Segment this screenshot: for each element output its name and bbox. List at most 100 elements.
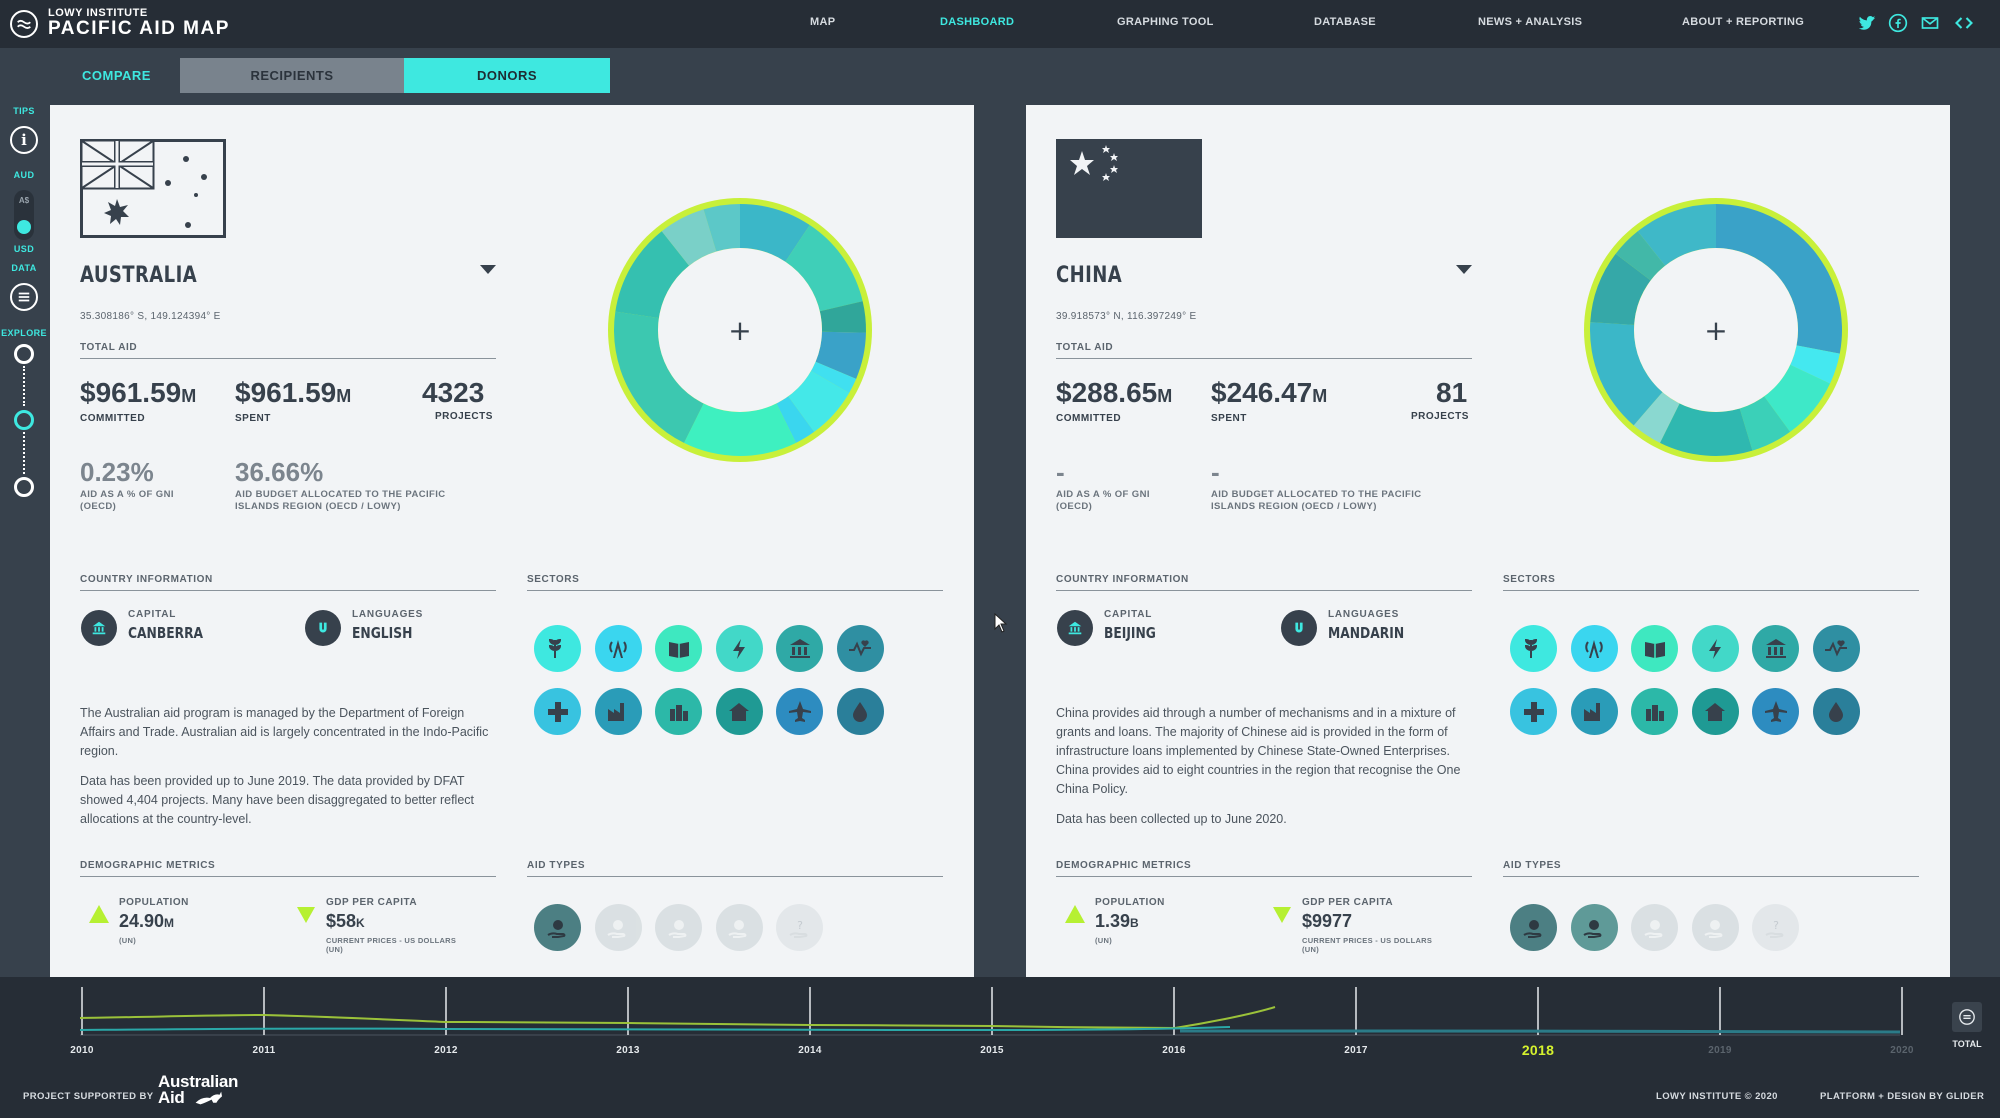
- country-dropdown-chevron-down-icon[interactable]: [480, 265, 496, 274]
- data-menu-icon[interactable]: [10, 283, 38, 311]
- loan-icon[interactable]: [1570, 904, 1618, 951]
- tab-donors[interactable]: DONORS: [404, 58, 610, 93]
- budget-value: -: [1211, 457, 1220, 487]
- year-2019[interactable]: 2019: [1708, 1045, 1732, 1056]
- projects-label: PROJECTS: [435, 411, 493, 422]
- unknown-aid-type-icon[interactable]: ?: [1752, 904, 1799, 951]
- industry-icon[interactable]: [1570, 688, 1618, 735]
- nav-dashboard[interactable]: DASHBOARD: [940, 16, 1015, 28]
- health-icon[interactable]: [836, 625, 884, 672]
- year-timeline[interactable]: 2010 2011 2012 2013 2014 2015 2016 2017 2018 2019…: [0, 977, 2000, 1118]
- usd-label: USD: [13, 244, 35, 254]
- donut-segment: [1764, 364, 1831, 432]
- communications-icon[interactable]: [594, 625, 642, 672]
- communications-icon[interactable]: [1570, 625, 1618, 672]
- tab-recipients[interactable]: RECIPIENTS: [180, 58, 404, 93]
- grant-icon[interactable]: [534, 904, 581, 951]
- grant-icon[interactable]: [1510, 904, 1557, 951]
- nav-database[interactable]: DATABASE: [1314, 16, 1376, 28]
- education-icon[interactable]: [655, 625, 702, 672]
- water-icon[interactable]: [1812, 688, 1860, 735]
- government-icon[interactable]: [776, 625, 823, 672]
- projects-value: 4323: [422, 377, 485, 408]
- year-2010[interactable]: 2010: [70, 1045, 94, 1056]
- industry-icon[interactable]: [594, 688, 642, 735]
- education-icon[interactable]: [1631, 625, 1678, 672]
- unknown-aid-type-icon[interactable]: ?: [776, 904, 823, 951]
- donor-panel-china: CHINA 39.918573° N, 116.397249° E TOTAL …: [1026, 105, 1950, 977]
- agriculture-icon[interactable]: [1510, 625, 1557, 672]
- currency-toggle[interactable]: A$: [14, 190, 34, 240]
- budget-support-icon[interactable]: [715, 904, 763, 951]
- year-2013[interactable]: 2013: [616, 1045, 640, 1056]
- demographic-metrics-label: DEMOGRAPHIC METRICS: [80, 860, 216, 871]
- brand[interactable]: LOWY INSTITUTE PACIFIC AID MAP: [10, 8, 230, 39]
- tab-compare[interactable]: COMPARE: [82, 68, 151, 83]
- agriculture-icon[interactable]: [534, 625, 581, 672]
- transport-icon[interactable]: [1752, 688, 1799, 735]
- explore-step-2[interactable]: [14, 410, 34, 430]
- sectors-label: SECTORS: [527, 574, 580, 585]
- nav-news-analysis[interactable]: NEWS + ANALYSIS: [1478, 16, 1583, 28]
- australian-aid-logo[interactable]: Australian Aid: [158, 1072, 239, 1107]
- capital-building-icon: [81, 610, 117, 646]
- year-2012[interactable]: 2012: [434, 1045, 458, 1056]
- government-icon[interactable]: [1752, 625, 1799, 672]
- nav-map[interactable]: MAP: [810, 16, 836, 28]
- year-2011[interactable]: 2011: [252, 1045, 276, 1056]
- energy-icon[interactable]: [1691, 625, 1739, 672]
- country-name: AUSTRALIA: [80, 263, 198, 288]
- sectors-label: SECTORS: [1503, 574, 1556, 585]
- gdp-down-arrow-icon: [1273, 907, 1291, 923]
- technical-assistance-icon[interactable]: [1631, 904, 1678, 951]
- total-toggle-button[interactable]: [1952, 1002, 1982, 1032]
- energy-icon[interactable]: [715, 625, 763, 672]
- year-2016[interactable]: 2016: [1162, 1045, 1186, 1056]
- country-information-label: COUNTRY INFORMATION: [1056, 574, 1189, 585]
- other-icon[interactable]: [715, 688, 763, 735]
- australia-flag-icon: [80, 139, 226, 238]
- nav-graphing-tool[interactable]: GRAPHING TOOL: [1117, 16, 1214, 28]
- country-dropdown-chevron-down-icon[interactable]: [1456, 265, 1472, 274]
- year-2017[interactable]: 2017: [1344, 1045, 1368, 1056]
- year-2015[interactable]: 2015: [980, 1045, 1004, 1056]
- embed-icon[interactable]: [1953, 12, 1975, 34]
- multisector-icon[interactable]: [1631, 688, 1678, 735]
- svg-text:?: ?: [1773, 919, 1779, 932]
- explore-step-3[interactable]: [14, 477, 34, 497]
- health-icon[interactable]: [1812, 625, 1860, 672]
- transport-icon[interactable]: [776, 688, 823, 735]
- other-icon[interactable]: [1691, 688, 1739, 735]
- currency-toggle-knob[interactable]: [17, 220, 31, 234]
- top-bar: LOWY INSTITUTE PACIFIC AID MAP MAP DASHB…: [0, 0, 2000, 48]
- donor-description: China provides aid through a number of m…: [1056, 706, 1461, 796]
- tips-info-icon[interactable]: i: [10, 126, 38, 154]
- facebook-icon[interactable]: [1887, 12, 1909, 34]
- timeline-sparkline: [79, 987, 1903, 1036]
- country-name: CHINA: [1056, 263, 1123, 288]
- committed-value: $288.65M: [1056, 377, 1173, 408]
- sector-donut-chart[interactable]: +: [1581, 195, 1851, 465]
- humanitarian-icon[interactable]: [1510, 688, 1557, 735]
- twitter-icon[interactable]: [1856, 12, 1878, 34]
- donut-segment: [1590, 253, 1651, 325]
- spent-label: SPENT: [235, 413, 271, 424]
- capital-building-icon: [1057, 610, 1093, 646]
- sector-donut-chart[interactable]: +: [605, 195, 875, 465]
- explore-step-1[interactable]: [14, 344, 34, 364]
- population-value: 24.90M: [119, 911, 175, 931]
- loan-icon[interactable]: [594, 904, 642, 951]
- nav-about-reporting[interactable]: ABOUT + REPORTING: [1682, 16, 1805, 28]
- year-2020[interactable]: 2020: [1890, 1045, 1914, 1056]
- year-2018[interactable]: 2018: [1521, 1042, 1555, 1058]
- budget-support-icon[interactable]: [1691, 904, 1739, 951]
- technical-assistance-icon[interactable]: [655, 904, 702, 951]
- mail-icon[interactable]: [1919, 12, 1941, 34]
- multisector-icon[interactable]: [655, 688, 702, 735]
- water-icon[interactable]: [836, 688, 884, 735]
- budget-value: 36.66%: [235, 457, 324, 487]
- humanitarian-icon[interactable]: [534, 688, 581, 735]
- budget-label: AID BUDGET ALLOCATED TO THE PACIFIC ISLAN…: [1211, 489, 1422, 512]
- aud-label: AUD: [13, 170, 35, 180]
- year-2014[interactable]: 2014: [798, 1045, 822, 1056]
